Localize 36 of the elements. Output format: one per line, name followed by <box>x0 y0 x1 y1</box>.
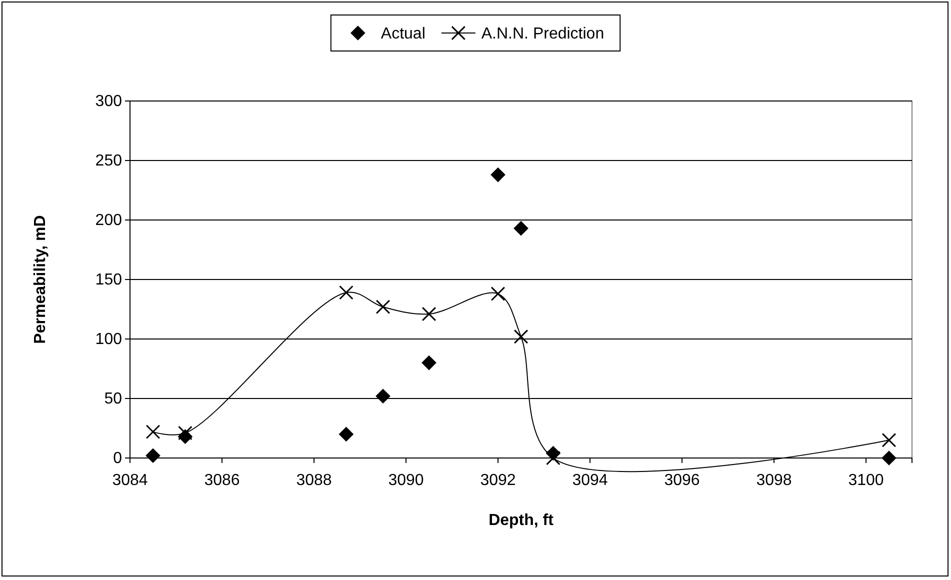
x-tick-label: 3090 <box>388 472 424 490</box>
point <box>422 355 436 370</box>
point <box>146 424 160 440</box>
point <box>376 388 390 404</box>
y-tick-label: 50 <box>104 390 122 408</box>
point <box>146 448 160 464</box>
x-tick-label: 3098 <box>756 472 792 490</box>
x-axis-title: Depth, ft <box>488 512 554 529</box>
point <box>546 450 560 466</box>
point <box>178 426 192 440</box>
point <box>882 450 896 466</box>
point <box>376 300 390 314</box>
x-tick-label: 3100 <box>848 472 884 490</box>
x-tick-label: 3094 <box>572 472 608 490</box>
y-tick-label: 300 <box>95 93 122 110</box>
y-tick-label: 150 <box>95 272 122 289</box>
point <box>514 329 528 344</box>
x-tick-label: 3086 <box>204 472 240 490</box>
point <box>882 432 896 448</box>
y-axis-title: Permeability, mD <box>32 215 49 344</box>
x-tick-label: 3084 <box>112 472 148 490</box>
x-tick-label: 3092 <box>480 472 516 490</box>
y-tick-label: 0 <box>113 450 122 468</box>
legend-label: A.N.N. Prediction <box>481 26 604 43</box>
point <box>490 286 506 301</box>
point <box>422 306 436 322</box>
point <box>490 167 506 182</box>
point <box>338 426 354 442</box>
y-tick-label: 200 <box>95 212 122 230</box>
x-tick-label: 3096 <box>664 472 700 490</box>
x-tick-label: 3088 <box>296 472 332 490</box>
point <box>339 285 354 300</box>
y-tick-label: 100 <box>95 331 122 348</box>
point <box>514 220 528 236</box>
y-tick-label: 250 <box>95 152 122 170</box>
legend-label: Actual <box>380 26 426 43</box>
